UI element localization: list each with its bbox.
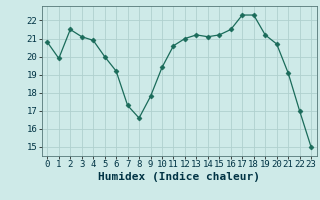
X-axis label: Humidex (Indice chaleur): Humidex (Indice chaleur)	[98, 172, 260, 182]
